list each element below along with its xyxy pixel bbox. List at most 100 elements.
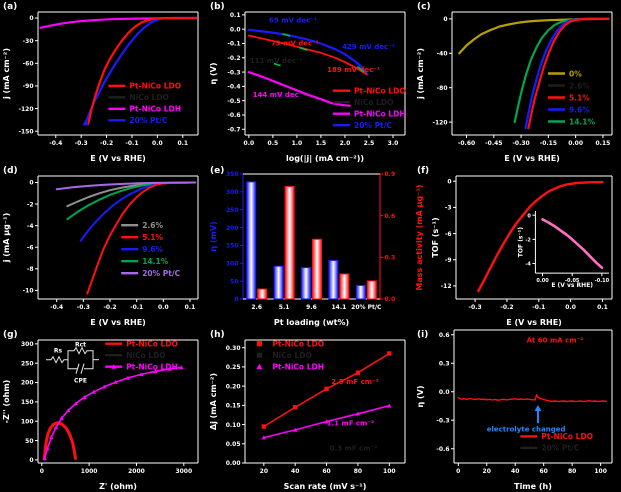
y2-tick-label: 0.9	[385, 171, 396, 178]
x-tick-label: 80	[354, 468, 362, 475]
x-tick-label: -0.4	[49, 140, 62, 147]
y-tick-label: 0.00	[226, 460, 241, 467]
panel-e-chart: 0 50 100 150 200 250 300 350 0.0 0.3 0.6 0.9 Pt load…	[207, 164, 414, 328]
x-axis-label: Scan rate (mV s⁻¹)	[284, 482, 367, 491]
y-axis-label: -Z'' (ohm)	[2, 380, 11, 424]
series-9.6%	[524, 17, 610, 130]
y-axis-label: η (mV)	[209, 221, 218, 251]
marker-triangle	[324, 419, 329, 424]
marker-triangle	[292, 427, 298, 432]
panel-label: (a)	[3, 2, 17, 12]
circuit-label-cpe: CPE	[74, 378, 87, 385]
y-tick-label: -0.1	[227, 41, 240, 48]
legend-label: NiCo LDO	[126, 351, 166, 360]
arrow-head	[534, 405, 542, 412]
marker-triangle	[179, 365, 184, 370]
legend-label: NiCo LDO	[129, 93, 169, 102]
bar-mass-activity	[339, 273, 350, 300]
y-tick-label: 100	[226, 260, 239, 267]
panel-g-chart: 0 1000 2000 3000 0 50 100 150 200 250 300 Z' (ohm) -…	[0, 328, 207, 492]
x-axis-label: E (V vs RHE)	[90, 154, 146, 163]
annotation: 73 mV dec⁻¹	[271, 40, 319, 48]
y-tick-label: 350	[226, 171, 239, 178]
legend-label: 20% Pt/C	[541, 444, 579, 453]
legend-label: Pt-NiCo LDH	[272, 362, 324, 371]
legend: 0% 2.6% 5.1% 9.6% 14.1%	[548, 69, 596, 126]
x-tick-label: 2000	[128, 468, 145, 475]
y-tick-label: -0.3	[436, 417, 449, 424]
y-tick-label: -0.4	[227, 84, 240, 91]
annotation: 2.5 mF cm⁻²	[331, 378, 379, 386]
x-tick-label: 0.1	[185, 304, 196, 311]
marker-triangle	[45, 446, 50, 451]
y-tick-label: 150	[226, 243, 239, 250]
legend: Pt-NiCo LDO 20% Pt/C	[520, 432, 593, 453]
panel-label: (i)	[417, 330, 428, 340]
circuit-label-rct: Rct	[75, 342, 86, 349]
x-tick-label: 0.0	[158, 304, 169, 311]
x-tick-label: -0.1	[130, 304, 143, 311]
marker-triangle	[59, 415, 64, 420]
y-tick-label: 0	[29, 15, 33, 22]
x-tick-label: -0.1	[125, 140, 138, 147]
x-tick-label: 40	[291, 468, 299, 475]
y-tick-label: 300	[21, 341, 34, 348]
x-tick-label: 1000	[81, 468, 98, 475]
y-tick-label: -90	[23, 83, 34, 90]
y-tick-label: 300	[226, 189, 239, 196]
bar-overpotential	[355, 284, 366, 300]
x-tick-label: 3.0	[388, 140, 399, 147]
legend-label: NiCo LDO	[272, 351, 312, 360]
panel-b: 0.0 0.5 1.0 1.5 2.0 2.5 3.0 0.1 0.0 -0.1 -0.2 -0.3 -…	[209, 2, 406, 163]
marker-square	[387, 351, 392, 356]
marker-square	[256, 352, 262, 358]
y-tick-label: -3	[445, 205, 452, 212]
legend-label: Pt-NiCo LDO	[129, 82, 181, 91]
legend-label: 14.1%	[569, 117, 596, 126]
annotation: 111 mV dec⁻¹	[250, 57, 303, 65]
panel-label: (b)	[210, 2, 225, 12]
y-tick-label: -6	[27, 244, 34, 251]
marker-triangle	[66, 408, 71, 413]
panel-h: 20 40 60 80 100 0.00 0.05 0.10 0.15 0.20 0.25 0.30 S…	[209, 330, 406, 491]
x-tick-label: -0.3	[77, 304, 90, 311]
panel-g: 0 1000 2000 3000 0 50 100 150 200 250 300 Z' (ohm) -…	[2, 330, 199, 491]
panel-c-chart: -0.60 -0.45 -0.30 -0.15 0.00 0.15 0 -40 -80 -120 E…	[414, 0, 621, 164]
panel-a: -0.4 -0.3 -0.2 -0.1 0.0 0.1 0 -30 -60 -90 -120 -150…	[2, 2, 199, 163]
axes: -0.3 -0.2 -0.1 0.0 0.1 0 -3 -6 -9 -12	[441, 175, 613, 311]
tafel-fit-mark	[356, 66, 365, 73]
axes: -0.4 -0.3 -0.2 -0.1 0.0 0.1 0 -2 -4 -6 -8 -10	[23, 175, 199, 311]
legend-label: 2.6%	[569, 81, 590, 90]
y-tick-label: -4	[27, 223, 34, 230]
y-tick-label: 0.05	[226, 441, 241, 448]
y-axis-label: TOF (s⁻¹)	[517, 227, 524, 257]
series-14.1%	[66, 181, 194, 221]
axes: 0 20 40 60 80 100 0.6 0.3 0.0 -0.3 -0.6	[436, 329, 613, 475]
tafel-fit-mark	[273, 62, 281, 67]
marker-square	[261, 424, 267, 429]
series-TOF	[477, 180, 604, 293]
marker-triangle	[138, 372, 144, 377]
panel-label: (e)	[210, 166, 224, 176]
marker-triangle	[256, 363, 263, 370]
y-tick-label: -6	[445, 231, 452, 238]
marker-triangle	[102, 384, 107, 389]
annotation: 429 mV dec⁻¹	[342, 43, 395, 51]
x-tick-label: 20	[260, 468, 268, 475]
tafel-fit-mark	[299, 46, 308, 51]
x-tick-label: 60	[322, 468, 330, 475]
x-tick-label: -0.10	[595, 278, 610, 284]
panel-d: -0.4 -0.3 -0.2 -0.1 0.0 0.1 0 -2 -4 -6 -8 -10 E (V v…	[2, 166, 199, 327]
y-tick-label: -150	[18, 128, 33, 135]
panel-label: (f)	[417, 166, 429, 176]
panel-label: (d)	[3, 166, 18, 176]
x-tick-label: 3000	[175, 468, 192, 475]
panel-label: (g)	[3, 330, 18, 340]
y2-tick-label: 0.6	[385, 213, 396, 220]
y-axis-label: TOF (s⁻¹)	[431, 217, 440, 257]
marker-triangle	[53, 425, 59, 430]
series-5.1%	[527, 17, 610, 130]
series-Pt-NiCo LDH	[43, 366, 183, 460]
legend-label: 20% Pt/C	[142, 269, 180, 278]
